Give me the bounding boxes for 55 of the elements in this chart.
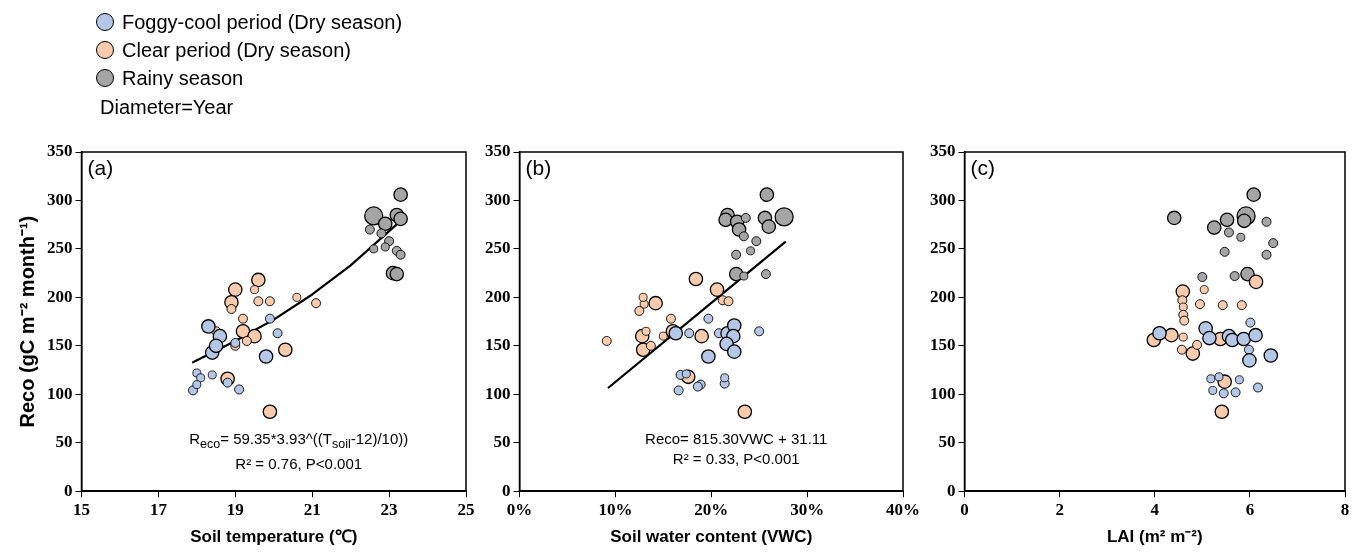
x-tick-label: 15 [73,499,90,519]
y-tick-label: 100 [485,383,511,403]
x-tick-label: 2 [1055,499,1064,519]
x-axis-title: Soil water content (VWC) [610,527,813,547]
legend-label: Clear period (Dry season) [122,38,351,62]
x-tick-label: 0 [960,499,969,519]
y-axis-title: Reco (gC m⁻² month⁻¹) [15,215,38,428]
annotation: (c) [970,156,995,180]
y-tick-label: 150 [930,335,956,355]
y-tick-label: 0 [502,480,511,500]
y-tick-label: 300 [930,189,956,209]
x-tick-label: 8 [1340,499,1350,519]
annotation: R² = 0.33, P<0.001 [671,449,801,470]
legend-label: Rainy season [122,66,244,90]
x-tick-label: 19 [226,499,244,519]
x-axis-title: LAI (m² m⁻²) [1106,527,1203,547]
annotation: R² = 0.76, P<0.001 [234,454,364,475]
y-tick-label: 200 [47,286,73,306]
x-tick-label: 17 [149,499,168,519]
annotation: R$_{eco}$= 59.35*3.93^((T$_{soil}$-12)/10)) [188,429,410,454]
annotation: Reco= 815.30VWC + 31.11 [644,429,829,450]
x-tick-label: 25 [457,499,475,519]
y-tick-label: 50 [55,432,73,452]
y-tick-label: 200 [485,286,511,306]
y-tick-label: 350 [47,141,73,161]
x-tick-label: 10% [598,499,633,519]
x-tick-label: 30% [790,499,825,519]
legend-title: Diameter=Year [100,96,234,119]
y-tick-label: 250 [485,238,511,258]
annotation: (b) [525,156,552,180]
y-tick-label: 350 [930,141,956,161]
x-tick-label: 6 [1245,499,1255,519]
y-tick-label: 200 [930,286,956,306]
y-tick-label: 0 [947,480,956,500]
legend-label: Foggy-cool period (Dry season) [122,10,403,34]
x-tick-label: 21 [303,499,321,519]
x-tick-label: 40% [886,499,920,519]
x-tick-label: 0% [506,499,533,519]
y-tick-label: 0 [64,480,73,500]
y-tick-label: 250 [47,238,73,258]
y-tick-label: 50 [493,432,511,452]
y-tick-label: 300 [485,189,511,209]
y-tick-label: 150 [485,335,511,355]
y-tick-label: 350 [485,141,511,161]
y-tick-label: 100 [930,383,956,403]
x-tick-label: 4 [1150,499,1160,519]
y-tick-label: 250 [930,238,956,258]
y-tick-label: 100 [47,383,73,403]
y-tick-label: 150 [47,335,73,355]
x-axis-title: Soil temperature (℃) [190,527,358,547]
y-tick-label: 50 [938,432,956,452]
x-tick-label: 23 [380,499,398,519]
annotation: (a) [87,156,114,180]
x-tick-label: 20% [694,499,729,519]
y-tick-label: 300 [47,189,73,209]
